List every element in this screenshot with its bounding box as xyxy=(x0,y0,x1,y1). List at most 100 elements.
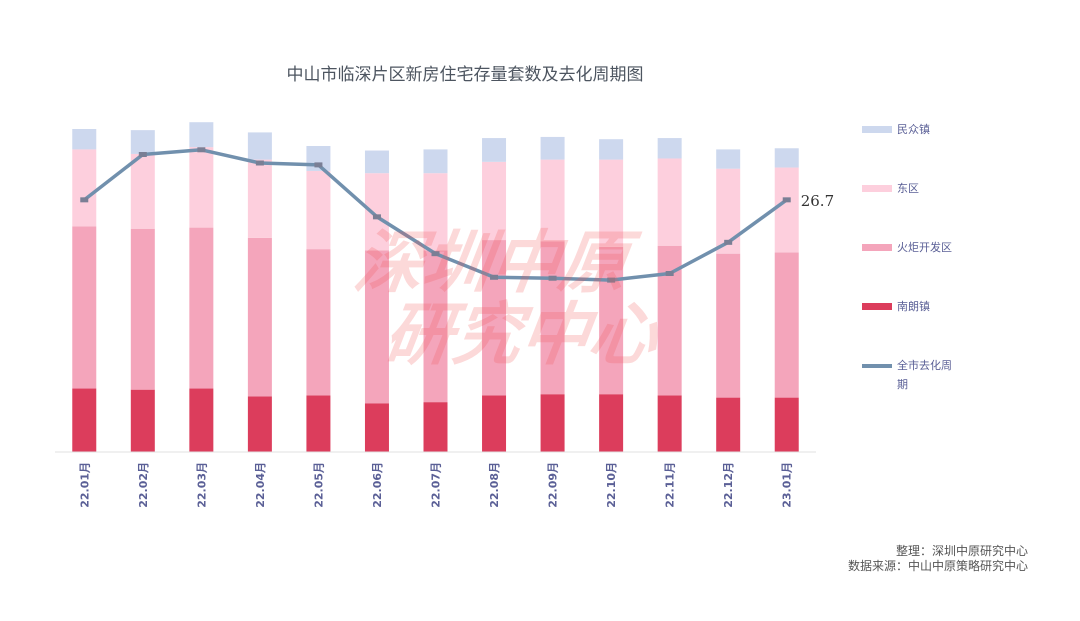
bar-民众镇-22.07月 xyxy=(423,149,448,174)
bar-火炬开发区-22.09月 xyxy=(540,241,565,395)
line-point-22.02月 xyxy=(138,152,147,157)
bar-民众镇-22.08月 xyxy=(482,138,507,162)
legend-label-nanlang: 南朗镇 xyxy=(897,300,930,313)
bar-东区-22.11月 xyxy=(657,158,682,246)
line-point-22.05月 xyxy=(314,162,323,168)
bar-南朗镇-22.11月 xyxy=(657,395,682,452)
source-line-compiled: 整理：深圳中原研究中心 xyxy=(895,544,1028,558)
bar-民众镇-22.11月 xyxy=(657,138,682,159)
bar-东区-22.08月 xyxy=(482,161,507,241)
x-tick-label: 22.10月 xyxy=(605,462,618,508)
x-tick-label: 22.01月 xyxy=(78,462,91,508)
bar-火炬开发区-22.03月 xyxy=(189,227,214,389)
legend-line-quhua xyxy=(862,364,892,368)
bar-东区-22.12月 xyxy=(716,168,741,254)
line-layer: 26.7 xyxy=(80,147,834,283)
x-tick-label: 22.08月 xyxy=(488,462,501,508)
legend-item-dongqu[interactable]: 东区 xyxy=(862,179,959,198)
line-point-22.09月 xyxy=(548,275,557,281)
bar-民众镇-22.01月 xyxy=(72,129,97,150)
line-point-23.01月 xyxy=(782,197,791,203)
bar-民众镇-22.09月 xyxy=(540,136,565,160)
bar-南朗镇-22.04月 xyxy=(247,396,272,452)
bar-火炬开发区-22.04月 xyxy=(247,237,272,397)
bar-火炬开发区-22.12月 xyxy=(716,253,741,398)
source-note: 整理：深圳中原研究中心 数据来源：中山中原策略研究中心 xyxy=(848,544,1028,574)
bar-南朗镇-22.07月 xyxy=(423,402,448,452)
legend-swatch-huoju xyxy=(862,244,892,251)
bar-南朗镇-23.01月 xyxy=(774,397,799,452)
line-point-22.03月 xyxy=(197,147,206,153)
data-label-quhua-last: 26.7 xyxy=(801,192,834,210)
legend-swatch-nanlang xyxy=(862,303,892,310)
bar-民众镇-23.01月 xyxy=(774,148,799,168)
line-point-22.06月 xyxy=(372,214,381,220)
bar-南朗镇-22.09月 xyxy=(540,394,565,452)
x-tick-labels: 22.01月 22.02月 22.03月 22.04月 22.05月 22.06月 22.0… xyxy=(78,462,793,508)
bar-东区-22.03月 xyxy=(189,147,214,228)
legend-swatch-minzhong xyxy=(862,126,892,133)
chart-title: 中山市临深片区新房住宅存量套数及去化周期图 xyxy=(286,65,644,85)
x-tick-label: 22.09月 xyxy=(547,462,560,508)
bar-南朗镇-22.01月 xyxy=(72,388,97,452)
bar-火炬开发区-22.02月 xyxy=(130,228,155,390)
line-point-22.01月 xyxy=(80,197,89,203)
bar-南朗镇-22.08月 xyxy=(482,395,507,452)
legend-item-quhua[interactable]: 全市去化周期 xyxy=(862,356,959,394)
x-tick-label: 22.11月 xyxy=(664,462,677,508)
bar-火炬开发区-22.08月 xyxy=(482,240,507,396)
x-tick-label: 23.01月 xyxy=(781,462,794,508)
legend-label-dongqu: 东区 xyxy=(897,182,919,195)
bar-南朗镇-22.06月 xyxy=(364,403,389,452)
bar-layer xyxy=(72,122,799,452)
x-tick-label: 22.03月 xyxy=(195,462,208,508)
bar-火炬开发区-22.10月 xyxy=(599,246,624,395)
bar-火炬开发区-23.01月 xyxy=(774,252,799,398)
bar-民众镇-22.12月 xyxy=(716,149,741,169)
x-tick-label: 22.07月 xyxy=(430,462,443,508)
legend-label-huoju: 火炬开发区 xyxy=(897,241,952,254)
bar-火炬开发区-22.07月 xyxy=(423,250,448,403)
bar-南朗镇-22.12月 xyxy=(716,397,741,452)
bar-东区-23.01月 xyxy=(774,167,799,253)
x-tick-label: 22.04月 xyxy=(254,462,267,508)
bar-南朗镇-22.03月 xyxy=(189,388,214,452)
line-point-22.07月 xyxy=(431,251,440,257)
x-tick-label: 22.06月 xyxy=(371,462,384,508)
bar-东区-22.02月 xyxy=(130,153,155,229)
bar-南朗镇-22.05月 xyxy=(306,395,331,452)
bar-民众镇-22.10月 xyxy=(599,139,624,160)
bar-火炬开发区-22.01月 xyxy=(72,226,97,389)
bar-民众镇-22.04月 xyxy=(247,132,272,160)
bar-东区-22.07月 xyxy=(423,173,448,251)
legend-label-minzhong: 民众镇 xyxy=(897,123,930,136)
line-point-22.08月 xyxy=(490,274,499,280)
x-tick-label: 22.12月 xyxy=(722,462,735,508)
bar-火炬开发区-22.05月 xyxy=(306,249,331,396)
line-point-22.11月 xyxy=(665,271,674,276)
bar-东区-22.01月 xyxy=(72,149,97,227)
bar-东区-22.10月 xyxy=(599,159,624,247)
bar-火炬开发区-22.06月 xyxy=(364,250,389,404)
legend-item-nanlang[interactable]: 南朗镇 xyxy=(862,297,959,316)
line-point-22.04月 xyxy=(255,160,264,166)
bar-南朗镇-22.02月 xyxy=(130,389,155,452)
bar-东区-22.05月 xyxy=(306,170,331,250)
legend-label-quhua: 全市去化周期 xyxy=(897,359,952,391)
bar-东区-22.06月 xyxy=(364,173,389,251)
bar-东区-22.09月 xyxy=(540,159,565,242)
legend-item-huoju[interactable]: 火炬开发区 xyxy=(862,238,959,257)
line-point-22.12月 xyxy=(724,239,733,245)
line-point-22.10月 xyxy=(607,277,616,283)
legend-item-minzhong[interactable]: 民众镇 xyxy=(862,120,959,139)
bar-民众镇-22.06月 xyxy=(364,150,389,174)
bar-东区-22.04月 xyxy=(247,159,272,238)
x-tick-label: 22.02月 xyxy=(137,462,150,508)
bar-民众镇-22.03月 xyxy=(189,122,214,148)
legend-swatch-dongqu xyxy=(862,185,892,192)
bar-南朗镇-22.10月 xyxy=(599,394,624,452)
bar-民众镇-22.02月 xyxy=(130,130,155,154)
source-line-data: 数据来源：中山中原策略研究中心 xyxy=(847,559,1028,573)
x-tick-label: 22.05月 xyxy=(312,462,325,508)
